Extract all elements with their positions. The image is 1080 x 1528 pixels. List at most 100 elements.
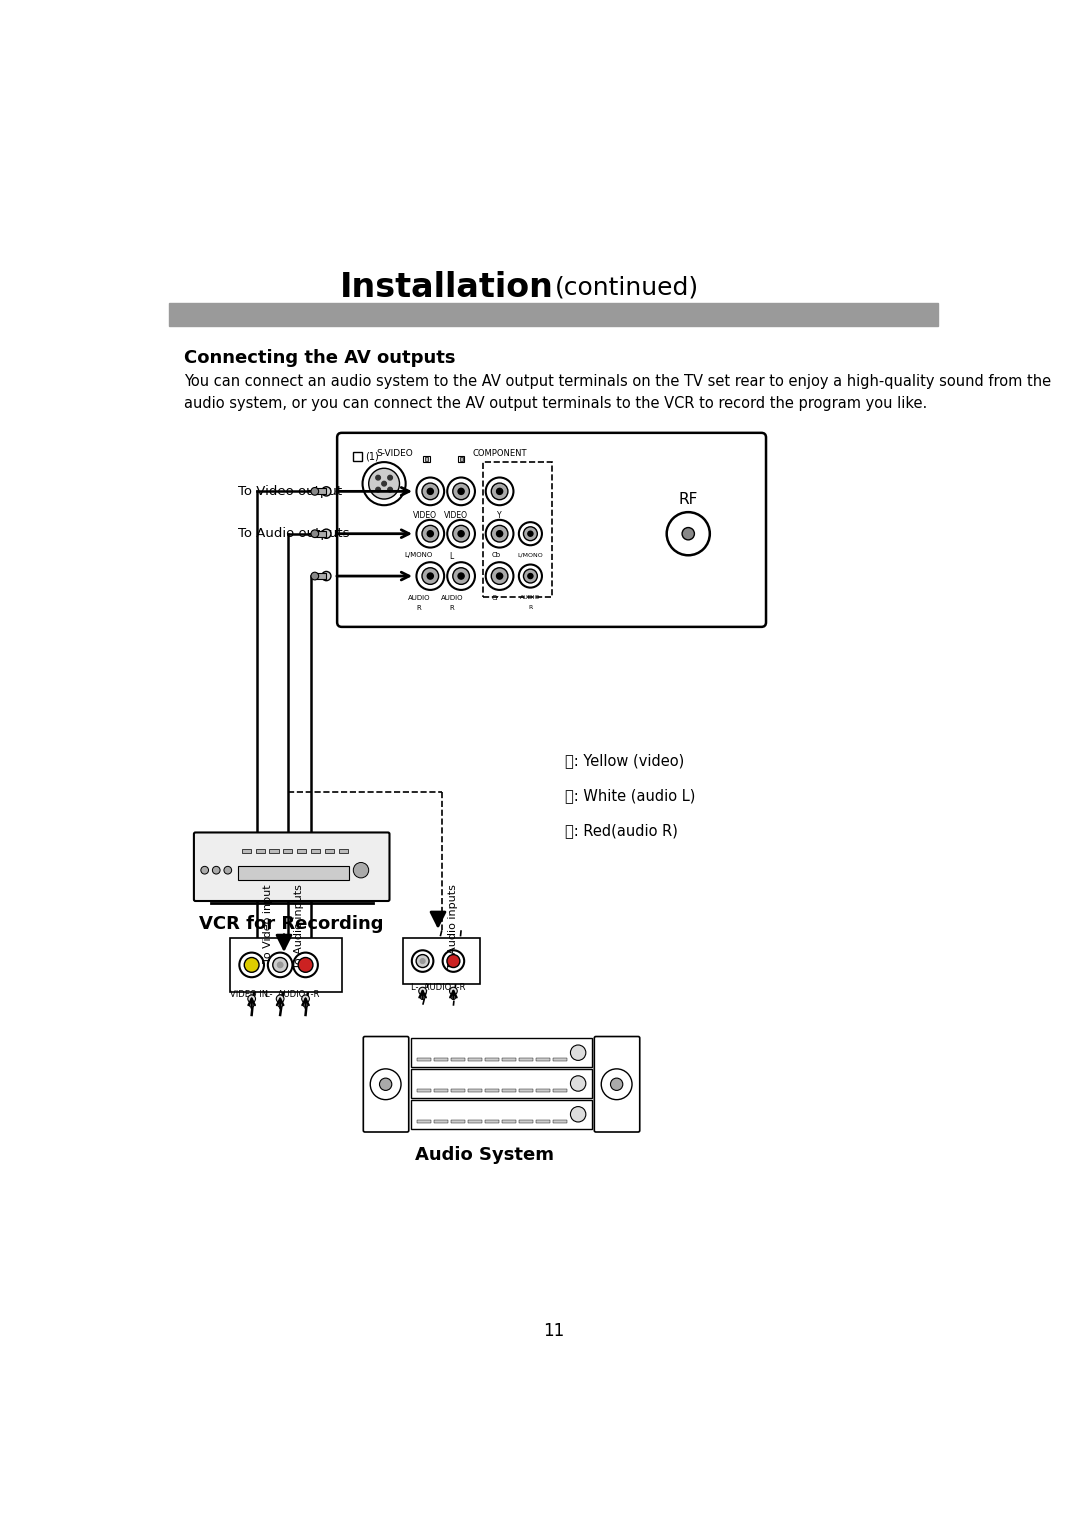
Circle shape [458, 489, 464, 495]
Circle shape [376, 475, 380, 480]
Bar [168, 303, 939, 325]
Text: Connecting the AV outputs: Connecting the AV outputs [184, 348, 456, 367]
Text: RF: RF [678, 492, 698, 507]
Bar [460, 457, 462, 460]
Bar [485, 1057, 499, 1060]
Circle shape [458, 573, 464, 579]
Bar [417, 1120, 431, 1123]
Circle shape [486, 520, 513, 547]
Circle shape [428, 530, 433, 536]
Bar [314, 489, 326, 495]
Bar [411, 1100, 592, 1129]
Circle shape [268, 952, 293, 978]
Bar [403, 938, 481, 984]
Circle shape [518, 523, 542, 545]
Circle shape [416, 955, 429, 967]
Circle shape [486, 477, 513, 506]
Circle shape [453, 568, 470, 584]
Circle shape [428, 573, 433, 579]
Circle shape [610, 1079, 623, 1091]
Circle shape [276, 995, 284, 1002]
Text: Cb: Cb [491, 552, 500, 558]
Circle shape [247, 995, 256, 1002]
FancyBboxPatch shape [194, 833, 390, 902]
Text: AUDIO: AUDIO [441, 594, 463, 601]
Circle shape [379, 1079, 392, 1091]
Text: You can connect an audio system to the AV output terminals on the TV set rear to: You can connect an audio system to the A… [184, 374, 1051, 411]
Bar [536, 1120, 550, 1123]
Circle shape [224, 866, 231, 874]
Bar [468, 1057, 482, 1060]
Circle shape [458, 530, 464, 536]
Bar [536, 1057, 550, 1060]
Circle shape [491, 526, 508, 542]
Bar [485, 1089, 499, 1093]
Text: To Audio inputs: To Audio inputs [448, 885, 458, 969]
Bar [468, 1089, 482, 1093]
Text: AUDIO: AUDIO [407, 594, 430, 601]
FancyBboxPatch shape [363, 1036, 408, 1132]
Bar [230, 938, 341, 992]
Bar [339, 848, 348, 853]
Circle shape [497, 573, 502, 579]
Circle shape [353, 862, 368, 879]
Circle shape [302, 963, 308, 967]
Circle shape [240, 952, 264, 978]
Circle shape [388, 475, 392, 480]
Text: 11: 11 [543, 1322, 564, 1340]
Bar [242, 848, 251, 853]
Bar [434, 1057, 448, 1060]
Text: Ⓦ: White (audio L): Ⓦ: White (audio L) [565, 788, 696, 804]
Circle shape [368, 468, 400, 500]
Circle shape [417, 477, 444, 506]
Text: L/MONO: L/MONO [517, 552, 543, 558]
Circle shape [453, 483, 470, 500]
Bar [502, 1120, 516, 1123]
Circle shape [294, 952, 318, 978]
Circle shape [388, 487, 392, 492]
Text: To Video output: To Video output [238, 484, 342, 498]
Circle shape [447, 520, 475, 547]
Circle shape [447, 477, 475, 506]
Circle shape [491, 483, 508, 500]
Bar [451, 1089, 465, 1093]
Bar [434, 1089, 448, 1093]
Bar [411, 1038, 592, 1068]
Circle shape [528, 532, 532, 536]
Bar [553, 1120, 567, 1123]
Circle shape [301, 995, 309, 1002]
Bar [314, 530, 326, 536]
Circle shape [428, 489, 433, 495]
Bar [311, 848, 320, 853]
Circle shape [570, 1106, 585, 1122]
Bar [518, 1057, 532, 1060]
Bar [411, 1070, 592, 1099]
Text: L: L [449, 552, 454, 561]
Bar [352, 452, 362, 461]
Circle shape [298, 958, 313, 972]
Circle shape [518, 564, 542, 588]
Text: (1): (1) [365, 452, 379, 461]
Text: AUDIO: AUDIO [521, 594, 541, 599]
Bar [297, 848, 307, 853]
Text: Ⓡ: Red(audio R): Ⓡ: Red(audio R) [565, 822, 678, 837]
Bar [536, 1089, 550, 1093]
Circle shape [417, 520, 444, 547]
Text: R: R [528, 605, 532, 610]
Circle shape [311, 530, 319, 538]
Circle shape [311, 487, 319, 495]
Text: Audio System: Audio System [415, 1146, 554, 1164]
Circle shape [322, 571, 330, 581]
FancyBboxPatch shape [594, 1036, 639, 1132]
Bar [502, 1057, 516, 1060]
Circle shape [570, 1076, 585, 1091]
Circle shape [420, 958, 424, 964]
Text: L-  AUDIO  -R: L- AUDIO -R [410, 983, 465, 992]
Text: VIDEO IN: VIDEO IN [230, 990, 269, 999]
Bar [269, 848, 279, 853]
Bar [283, 848, 293, 853]
Circle shape [420, 995, 424, 999]
Text: To Audio inputs: To Audio inputs [294, 885, 303, 969]
Bar [424, 457, 428, 460]
Bar [468, 1120, 482, 1123]
